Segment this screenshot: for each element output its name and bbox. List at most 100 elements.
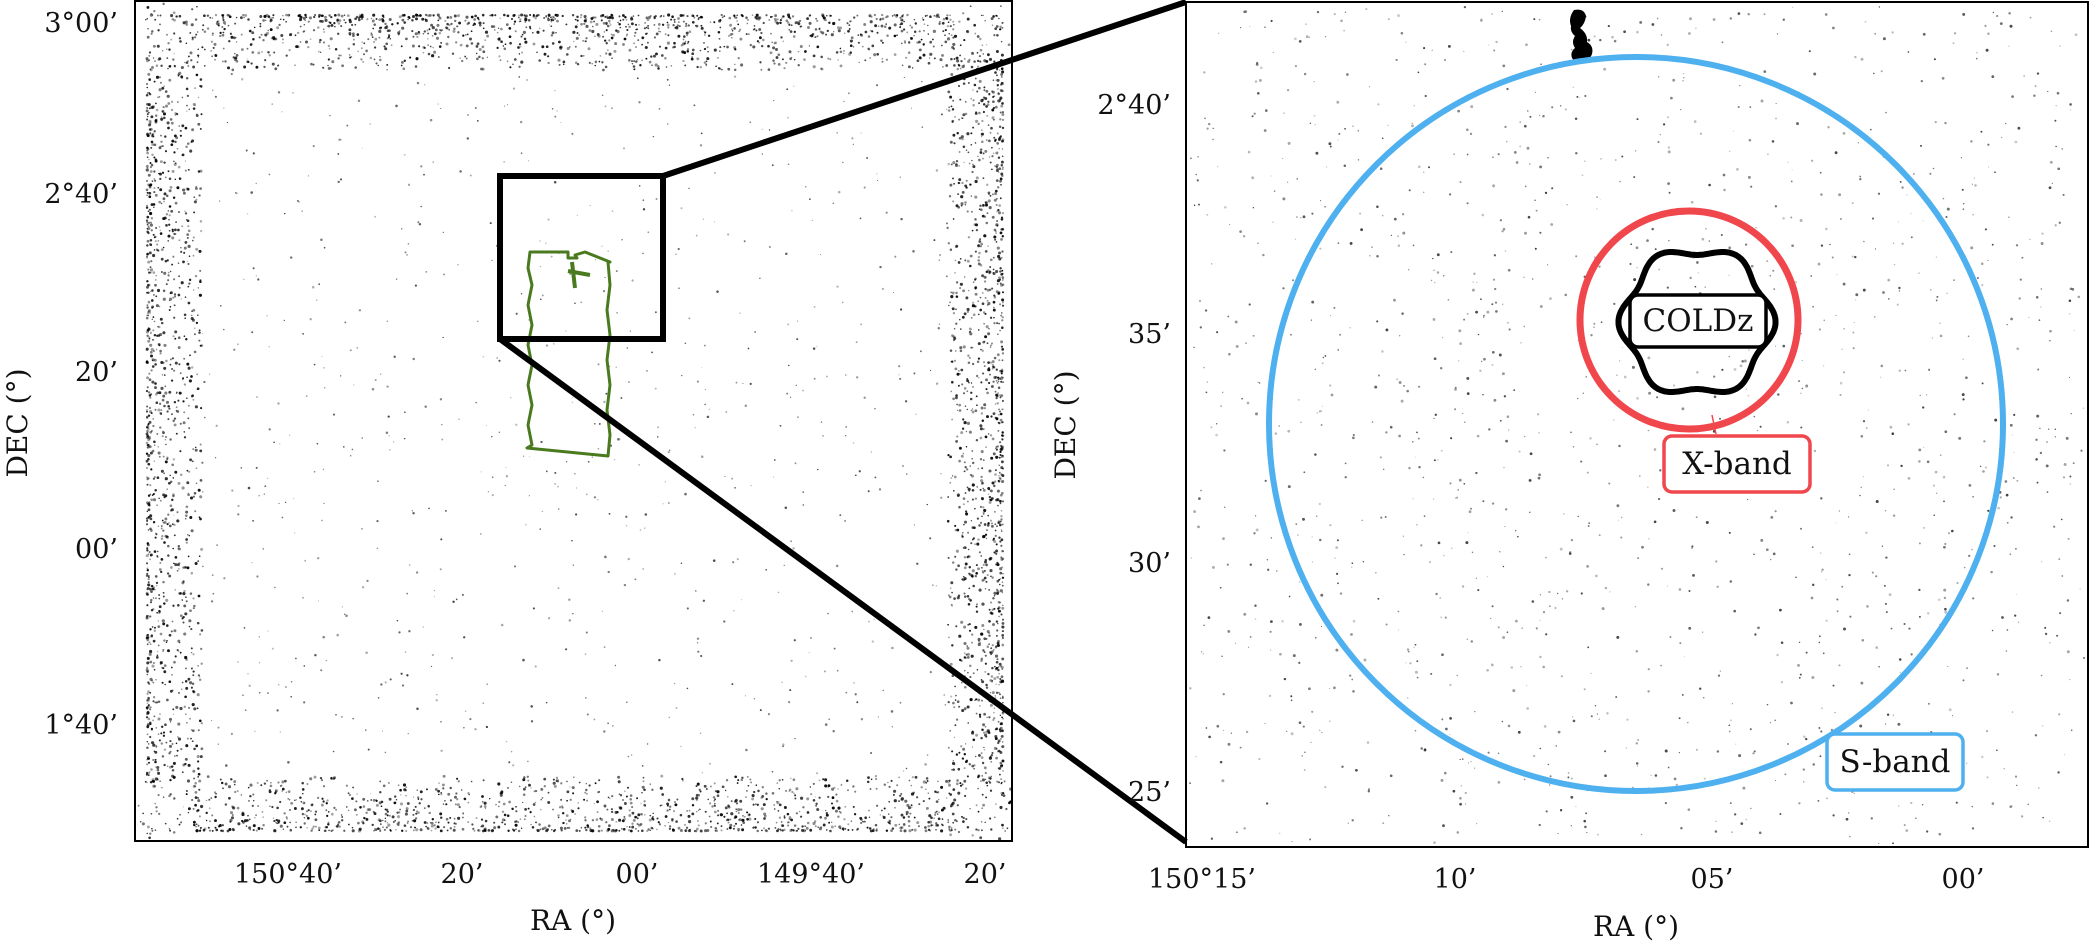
source-point [421,17,425,21]
source-point [949,248,953,251]
source-point [586,826,589,829]
source-point [154,802,157,805]
source-point [1001,823,1004,827]
source-point [952,36,955,39]
source-point [995,803,997,805]
source-point [975,119,979,123]
source-point [916,59,920,63]
source-point [970,195,973,197]
source-point [757,17,761,21]
source-point [733,15,736,18]
source-point [157,186,160,189]
source-point [192,236,195,239]
source-point [181,124,185,128]
source-point [196,829,199,833]
source-point [835,809,838,813]
source-point [146,17,149,20]
source-point [272,36,276,40]
source-point [751,794,755,798]
source-point [944,40,948,44]
source-point [973,83,977,87]
source-point [148,185,152,189]
source-point [717,31,721,34]
source-point [966,468,969,471]
source-point [752,803,755,806]
source-point [420,205,422,208]
source-point [668,825,672,828]
source-point [959,373,961,375]
source-point [977,774,981,778]
source-point [918,30,921,33]
source-point [146,239,150,243]
source-point [955,244,959,248]
source-point [522,778,526,782]
source-point [639,64,642,67]
source-point [772,46,776,50]
source-point [664,824,666,827]
source-point [187,142,190,145]
source-point [737,23,740,26]
source-point [194,796,198,799]
source-point [572,30,576,34]
source-point [457,780,460,783]
source-point [274,791,277,794]
source-point [616,811,619,814]
source-point [953,490,955,492]
source-point [448,66,451,70]
source-point [176,511,179,514]
source-point [194,803,197,807]
source-point [535,821,537,824]
source-point [148,406,152,410]
source-point [998,464,1001,467]
source-point [148,158,150,161]
source-point [930,824,933,827]
source-point [857,41,860,44]
source-point [695,796,699,800]
source-point [162,145,164,147]
source-point [390,44,393,46]
source-point [970,641,974,644]
source-point [982,340,986,344]
source-point [755,29,758,32]
source-point [299,41,302,43]
source-point [146,151,149,155]
source-point [185,338,188,341]
source-point [622,43,625,46]
source-point [443,273,446,276]
source-point [285,13,288,17]
source-point [249,42,253,46]
source-point [273,51,276,54]
source-point [978,329,980,331]
source-point [610,14,614,18]
source-point [263,14,267,18]
source-point [154,240,157,242]
source-point [693,16,696,19]
source-point [956,372,960,376]
source-point [699,790,702,793]
source-point [1002,400,1004,402]
source-point [715,829,719,833]
source-point [437,103,440,105]
source-point [482,22,485,25]
source-point [385,826,388,829]
source-point [952,218,955,220]
source-point [445,803,448,806]
source-point [400,45,403,48]
source-point [995,269,999,274]
source-point [162,297,166,301]
source-point [1001,680,1004,683]
source-point [619,806,623,810]
source-point [456,25,459,28]
source-point [151,305,155,309]
source-point [219,778,222,781]
source-point [983,637,987,641]
source-point [175,705,179,709]
source-point [954,163,959,167]
source-point [395,104,398,108]
source-point [996,279,1000,283]
source-point [653,16,656,20]
source-point [825,812,828,815]
source-point [958,751,961,754]
source-point [885,829,889,832]
source-point [628,814,632,817]
